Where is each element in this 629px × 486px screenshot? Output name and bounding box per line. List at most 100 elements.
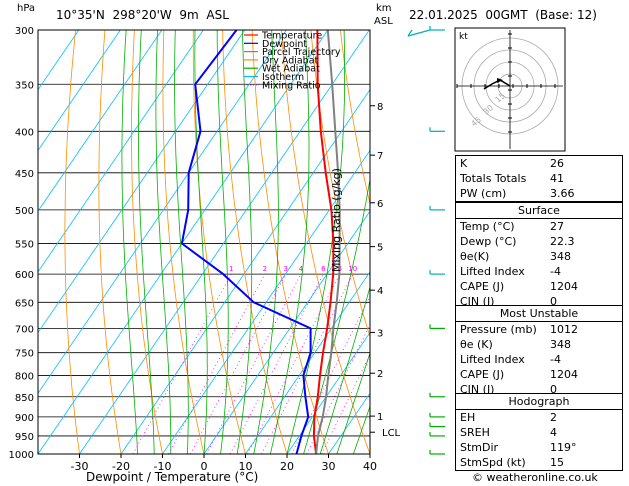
isotherm-line bbox=[38, 30, 121, 152]
most-unstable-panel: Most Unstable Pressure (mb) 1012 θe (K) 348… bbox=[455, 305, 623, 398]
most-unstable-value: 0 bbox=[550, 383, 557, 396]
hodograph-stat-row: StmDir 119° bbox=[456, 440, 622, 455]
isotherm-line bbox=[120, 88, 370, 454]
pressure-tick-label: 850 bbox=[15, 393, 34, 404]
hodograph-stat-value: 4 bbox=[550, 426, 557, 439]
most-unstable-row: Lifted Index -4 bbox=[456, 352, 622, 367]
most-unstable-key: CAPE (J) bbox=[460, 368, 505, 381]
mixing-ratio-label: 6 bbox=[321, 265, 326, 273]
km-label: km bbox=[376, 3, 392, 14]
wind-barb bbox=[407, 29, 431, 37]
mixing-ratio-label: 25 bbox=[405, 265, 414, 273]
legend-entry: Dewpoint bbox=[262, 39, 307, 50]
pressure-tick-label: 500 bbox=[15, 206, 34, 217]
most-unstable-key: CIN (J) bbox=[460, 383, 495, 396]
mixing-ratio-line bbox=[321, 353, 370, 454]
mixing-ratio-label: 3 bbox=[283, 265, 287, 273]
pressure-tick-label: 550 bbox=[15, 239, 34, 250]
index-key: K bbox=[460, 157, 468, 170]
wet-adiabat-line bbox=[336, 351, 370, 454]
dry-adiabat-line bbox=[310, 30, 370, 339]
surface-row: Temp (°C) 27 bbox=[456, 219, 622, 234]
dry-adiabat-line bbox=[131, 30, 163, 454]
wet-adiabat-line bbox=[353, 405, 370, 454]
pressure-tick-label: 800 bbox=[15, 371, 34, 382]
mixing-ratio-label: 4 bbox=[299, 265, 304, 273]
dry-adiabat-line bbox=[281, 30, 370, 454]
surface-row: Lifted Index -4 bbox=[456, 264, 622, 279]
pressure-tick-label: 750 bbox=[15, 349, 34, 360]
plot-frame bbox=[37, 29, 371, 455]
wet-adiabat-line bbox=[121, 30, 138, 454]
index-value: 41 bbox=[550, 172, 564, 185]
surface-value: -4 bbox=[550, 265, 561, 278]
hodograph-stat-key: StmDir bbox=[460, 441, 499, 454]
surface-key: θe(K) bbox=[460, 250, 490, 263]
mixing-ratio-label: 1 bbox=[229, 265, 233, 273]
indices-panel: K 26 Totals Totals 41 PW (cm) 3.66 bbox=[455, 155, 623, 202]
storm-motion-arrow bbox=[497, 78, 503, 83]
surface-value: 27 bbox=[550, 220, 564, 233]
km-tick-label: 2 bbox=[377, 369, 383, 380]
surface-panel: Surface Temp (°C) 27 Dewp (°C) 22.3 θe(K) 348… bbox=[455, 202, 623, 310]
most-unstable-row: θe (K) 348 bbox=[456, 337, 622, 352]
index-key: PW (cm) bbox=[460, 187, 507, 200]
wet-adiabat-line bbox=[286, 30, 345, 454]
km-tick-label: 6 bbox=[377, 199, 383, 210]
isotherm-line bbox=[38, 30, 204, 273]
surface-value: 22.3 bbox=[550, 235, 575, 248]
pressure-tick-label: 350 bbox=[15, 80, 34, 91]
mixing-ratio-line bbox=[247, 273, 341, 454]
lcl-label: LCL bbox=[382, 428, 401, 439]
km-tick-label: 1 bbox=[377, 412, 383, 423]
wind-barb-flag bbox=[407, 29, 413, 37]
mixing-ratio-line bbox=[190, 273, 287, 454]
most-unstable-key: θe (K) bbox=[460, 338, 493, 351]
hodograph-stat-row: StmSpd (kt) 15 bbox=[456, 455, 622, 470]
wet-adiabat-line bbox=[138, 30, 155, 454]
hodograph-stat-value: 119° bbox=[550, 441, 577, 454]
hpa-label: hPa bbox=[17, 3, 36, 14]
temperature-tick-label: 0 bbox=[201, 460, 208, 473]
legend-entry: Dry Adiabat bbox=[262, 55, 319, 66]
legend-entry: Isotherm bbox=[262, 72, 304, 83]
isotherm-line bbox=[286, 331, 370, 454]
mixing-ratio-label: 20 bbox=[391, 265, 400, 273]
km-tick-label: 7 bbox=[377, 151, 383, 162]
temperature-tick-label: 20 bbox=[280, 460, 294, 473]
temperature-tick-label: -30 bbox=[71, 460, 89, 473]
hodograph-stat-key: SREH bbox=[460, 426, 490, 439]
isotherm-line bbox=[38, 30, 287, 394]
most-unstable-value: 348 bbox=[550, 338, 571, 351]
most-unstable-key: Pressure (mb) bbox=[460, 323, 537, 336]
mixing-ratio-label: 16 bbox=[377, 265, 386, 273]
parcel-trajectory-profile bbox=[315, 30, 341, 454]
mixing-ratio-line bbox=[206, 273, 302, 454]
surface-key: Dewp (°C) bbox=[460, 235, 517, 248]
pressure-tick-label: 1000 bbox=[9, 450, 34, 461]
mixing-ratio-label: 10 bbox=[348, 265, 357, 273]
temperature-profile bbox=[312, 30, 335, 454]
index-value: 3.66 bbox=[550, 187, 575, 200]
isotherm-line bbox=[38, 30, 80, 91]
surface-title: Surface bbox=[456, 203, 622, 219]
isotherm-line bbox=[79, 30, 370, 454]
hodograph-stat-row: SREH 4 bbox=[456, 425, 622, 440]
wet-adiabat-line bbox=[270, 30, 310, 454]
wet-adiabat-line bbox=[253, 30, 279, 454]
most-unstable-value: 1012 bbox=[550, 323, 578, 336]
dry-adiabat-line bbox=[64, 30, 80, 454]
most-unstable-row: CAPE (J) 1204 bbox=[456, 367, 622, 382]
pressure-tick-label: 450 bbox=[15, 169, 34, 180]
surface-row: θe(K) 348 bbox=[456, 249, 622, 264]
surface-row: CAPE (J) 1204 bbox=[456, 279, 622, 294]
mixing-ratio-line bbox=[261, 273, 354, 454]
pressure-tick-label: 700 bbox=[15, 324, 34, 335]
wet-adiabat-line bbox=[236, 30, 253, 454]
pressure-tick-label: 300 bbox=[15, 26, 34, 37]
pressure-tick-label: 950 bbox=[15, 432, 34, 443]
surface-row: CIN (J) 0 bbox=[456, 294, 622, 309]
most-unstable-title: Most Unstable bbox=[456, 306, 622, 322]
most-unstable-row: CIN (J) 0 bbox=[456, 382, 622, 397]
legend-entry: Wet Adiabat bbox=[262, 64, 320, 75]
